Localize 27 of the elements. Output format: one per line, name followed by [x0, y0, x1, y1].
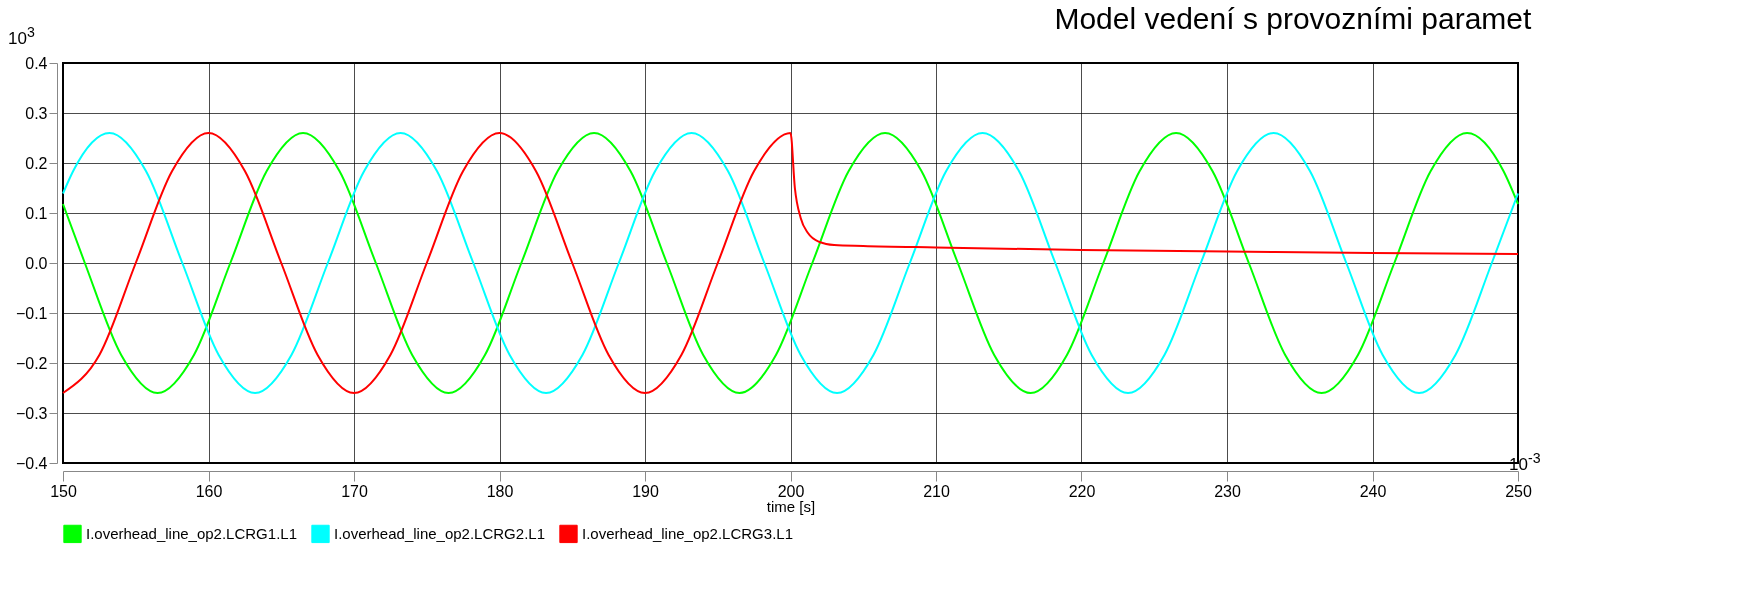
y-tick-label: 0.1 — [25, 204, 48, 222]
y-tick-label: −0.3 — [15, 404, 48, 422]
x-tick-label: 210 — [923, 482, 950, 500]
line-series — [62, 132, 1519, 394]
x-tick-label: 180 — [486, 482, 514, 500]
y-tick-label: −0.1 — [15, 304, 48, 322]
x-tick-label: 150 — [50, 482, 77, 500]
legend-label: I.overhead_line_op2.LCRG2.L1 — [334, 524, 545, 542]
legend-label: I.overhead_line_op2.LCRG3.L1 — [582, 524, 793, 542]
text: 10$^{3}$ — [8, 24, 35, 49]
x-axis-title: time [s] — [766, 497, 816, 515]
x-tick-label: 190 — [632, 482, 659, 500]
x-tick-label: 230 — [1214, 482, 1241, 500]
x-tick-label: 170 — [341, 482, 368, 500]
y-tick-label: 0.2 — [25, 154, 48, 172]
x-tick-label: 160 — [195, 482, 223, 500]
x-tick-label: 220 — [1068, 482, 1096, 500]
x-tick-label: 250 — [1505, 482, 1532, 500]
chart-title: Model vedení s provozními paramet — [1054, 2, 1532, 35]
y-tick-label: 0.0 — [25, 254, 48, 272]
legend-label: I.overhead_line_op2.LCRG1.L1 — [86, 524, 297, 542]
y-tick-label: −0.2 — [15, 354, 48, 372]
x-tick-label: 200 — [777, 482, 805, 500]
x-tick-label: 240 — [1359, 482, 1387, 500]
y-tick-label: −0.4 — [15, 454, 48, 472]
y-tick-label: 0.4 — [25, 54, 48, 72]
y-tick-label: 0.3 — [25, 104, 48, 122]
